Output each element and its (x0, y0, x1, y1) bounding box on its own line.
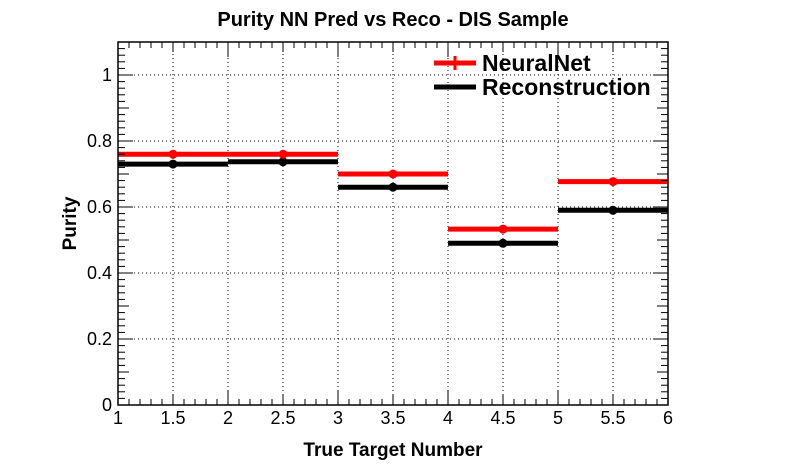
series-neuralnet (118, 149, 668, 234)
x-tick-labels: 1 1.5 2 2.5 3 3.5 4 4.5 5 5.5 6 (113, 408, 673, 428)
x-tick-label: 3.5 (380, 408, 405, 428)
x-tick-label: 1 (113, 408, 123, 428)
grid (118, 42, 668, 405)
data-point (498, 238, 508, 248)
y-tick-label: 0.2 (87, 329, 112, 349)
series-reconstruction (118, 157, 668, 248)
x-tick-label: 6 (663, 408, 673, 428)
x-tick-label: 4.5 (490, 408, 515, 428)
x-tick-label: 5 (553, 408, 563, 428)
x-tick-label: 5.5 (600, 408, 625, 428)
legend-item: Reconstruction (434, 74, 651, 100)
y-tick-label: 0.4 (87, 263, 112, 283)
x-tick-label: 2 (223, 408, 233, 428)
plot-frame (117, 41, 669, 406)
x-tick-label: 3 (333, 408, 343, 428)
data-point (168, 149, 178, 159)
data-point (608, 205, 618, 215)
y-tick-labels: 0 0.2 0.4 0.6 0.8 1 (87, 65, 112, 415)
data-point (498, 224, 508, 234)
data-point (388, 169, 398, 179)
x-tick-label: 4 (443, 408, 453, 428)
x-axis-title: True Target Number (303, 440, 483, 461)
data-point (278, 149, 288, 159)
data-point (388, 182, 398, 192)
axis-ticks (117, 41, 669, 406)
y-tick-label: 0.8 (87, 131, 112, 151)
y-tick-label: 0.6 (87, 197, 112, 217)
legend-label: NeuralNet (482, 50, 591, 76)
legend-label: Reconstruction (482, 74, 651, 100)
plot-series (118, 149, 668, 248)
x-tick-label: 1.5 (160, 408, 185, 428)
y-tick-label: 0 (102, 395, 112, 415)
y-axis-title: Purity (60, 196, 81, 250)
data-point (278, 157, 288, 167)
chart-title: Purity NN Pred vs Reco - DIS Sample (217, 9, 568, 31)
legend-item: NeuralNet (434, 50, 591, 76)
data-point (608, 177, 618, 187)
data-point (168, 159, 178, 169)
y-tick-label: 1 (102, 65, 112, 85)
x-tick-label: 2.5 (270, 408, 295, 428)
